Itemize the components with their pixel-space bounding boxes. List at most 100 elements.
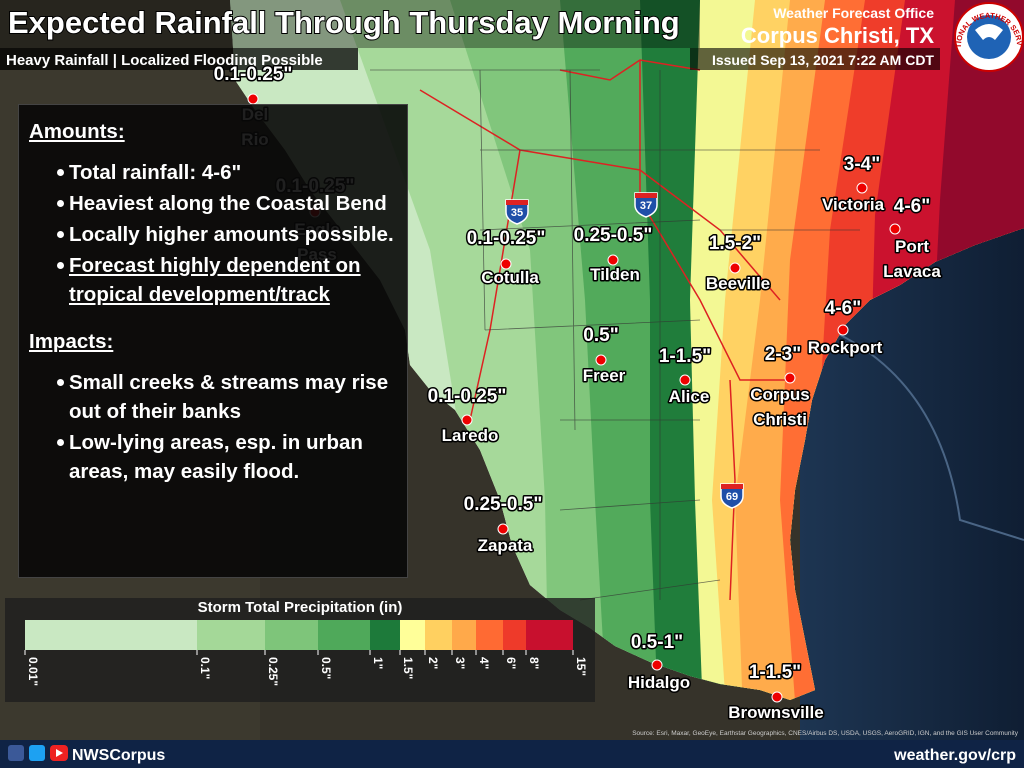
footer-bar	[0, 740, 1024, 768]
road	[729, 379, 736, 601]
city-dot	[679, 374, 691, 386]
rain-amount: 0.1-0.25"	[467, 228, 546, 249]
info-box: Amounts: Total rainfall: 4-6" Heaviest al…	[18, 104, 408, 578]
legend-title: Storm Total Precipitation (in)	[198, 599, 403, 616]
facebook-icon	[8, 745, 24, 761]
subtitle: Heavy Rainfall | Localized Flooding Poss…	[6, 52, 323, 69]
impacts-list: Small creeks & streams may rise out of t…	[29, 368, 395, 486]
rain-amount: 2-3"	[765, 344, 801, 365]
legend-label: 8"	[527, 657, 541, 669]
rain-amount: 0.25-0.5"	[574, 225, 653, 246]
legend-swatch	[476, 620, 503, 650]
website: weather.gov/crp	[893, 747, 1016, 764]
road	[559, 59, 701, 81]
city-dot	[595, 354, 607, 366]
rain-amount: 1-1.5"	[659, 346, 711, 367]
rain-amount: 4-6"	[825, 298, 861, 319]
city-dot	[784, 372, 796, 384]
shield-top	[506, 200, 528, 205]
impacts-heading: Impacts:	[29, 330, 114, 353]
social: NWSCorpus	[72, 747, 165, 764]
bullet: Locally higher amounts possible.	[57, 220, 395, 249]
bullet: Forecast highly dependent on tropical de…	[57, 251, 395, 309]
bullet-text: Low-lying areas, esp. in urban areas, ma…	[69, 431, 363, 483]
legend-swatch	[452, 620, 476, 650]
shield	[720, 483, 744, 509]
city-dot	[837, 324, 849, 336]
gulf	[800, 200, 1024, 740]
shield-top	[721, 484, 743, 489]
city-dot	[497, 523, 509, 535]
city-name: Port	[895, 237, 929, 256]
city-name: Lavaca	[883, 262, 941, 281]
city-dot	[607, 254, 619, 266]
city-dot	[771, 691, 783, 703]
bullet-text: Locally higher amounts possible.	[69, 223, 394, 246]
legend-swatch	[503, 620, 526, 650]
office: Corpus Christi, TX	[741, 23, 934, 48]
subtitle-band	[0, 48, 358, 70]
twitter-icon	[29, 745, 45, 761]
roads	[419, 59, 790, 601]
city-name: Corpus	[750, 385, 810, 404]
legend-label: 3"	[453, 657, 467, 669]
office-label: Weather Forecast Office	[773, 5, 934, 21]
amounts-heading: Amounts:	[29, 120, 125, 143]
rain-amount: 0.25-0.5"	[464, 494, 543, 515]
legend-swatch	[400, 620, 425, 650]
youtube-play	[56, 749, 63, 757]
legend-swatch	[425, 620, 452, 650]
rain-amount: 0.5-1"	[631, 632, 683, 653]
bullet-text: Total rainfall: 4-6"	[69, 161, 242, 184]
rain-amount: 4-6"	[894, 196, 930, 217]
road	[469, 149, 521, 421]
city-dot	[889, 223, 901, 235]
city-dot	[651, 659, 663, 671]
shield	[634, 192, 658, 218]
city-dot	[856, 182, 868, 194]
bullet-text: Heaviest along the Coastal Bend	[69, 192, 387, 215]
legend: 0.01" 0.1" 0.25" 0.5" 1" 1.5" 2" 3" 4" 6" 8" 15"	[24, 620, 588, 686]
legend-label: 1.5"	[401, 657, 415, 679]
shield-number: 35	[511, 207, 523, 219]
county-line	[370, 69, 860, 601]
county-lines	[370, 69, 860, 601]
shield	[505, 199, 529, 225]
legend-label: 15"	[574, 657, 588, 676]
legend-label: 6"	[504, 657, 518, 669]
source: Source: Esri, Maxar, GeoEye, Earthstar G…	[632, 730, 1019, 737]
bullet-text: Forecast highly dependent on tropical de…	[69, 254, 361, 306]
rain-amount: 1.5-2"	[709, 233, 761, 254]
shield-top	[635, 193, 657, 198]
legend-swatch	[370, 620, 400, 650]
bullet-text: Small creeks & streams may rise out of t…	[69, 371, 389, 423]
city-name: Brownsville	[728, 703, 823, 722]
legend-swatch	[265, 620, 318, 650]
legend-label: 1"	[371, 657, 385, 669]
title-band	[0, 0, 700, 48]
rain-amount: 0.5"	[583, 325, 618, 346]
legend-label: 2"	[426, 657, 440, 669]
legend-label: 0.5"	[319, 657, 333, 679]
legend-label: 0.25"	[266, 657, 280, 686]
shield-number: 37	[640, 200, 652, 212]
city-dot	[729, 262, 741, 274]
legend-label: 4"	[477, 657, 491, 669]
legend-swatch	[25, 620, 197, 650]
city-name: Hidalgo	[628, 673, 690, 692]
logo-cloud	[975, 24, 1003, 40]
city-name: Tilden	[590, 265, 640, 284]
city-name: Cotulla	[481, 268, 539, 287]
rain-amount: 3-4"	[844, 154, 880, 175]
shield-number: 69	[726, 491, 738, 503]
bullet: Total rainfall: 4-6"	[57, 158, 395, 187]
issued-band	[690, 48, 940, 70]
city-name: Rockport	[808, 338, 883, 357]
rain-amount: 0.1-0.25"	[214, 64, 293, 85]
legend-label: 0.01"	[26, 657, 40, 686]
rain-amount: 0.1-0.25"	[428, 386, 507, 407]
city-dot	[247, 93, 259, 105]
city-name: Victoria	[822, 195, 885, 214]
rain-amount: 1-1.5"	[749, 662, 801, 683]
